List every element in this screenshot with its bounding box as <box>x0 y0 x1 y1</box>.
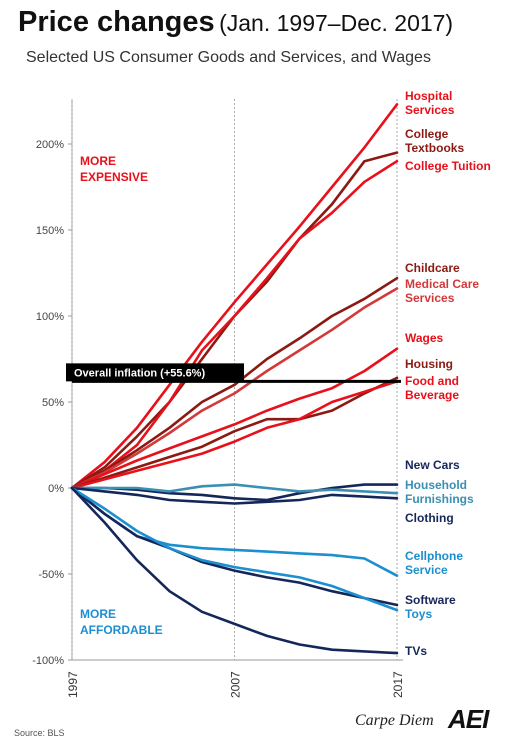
series-end-label: Housing <box>405 357 453 371</box>
aei-logo: AEI <box>448 704 489 734</box>
chart-title-range: (Jan. 1997–Dec. 2017) <box>219 10 454 36</box>
series-end-label: Food and <box>405 374 459 388</box>
series-end-label: Medical Care <box>405 277 479 291</box>
source-note: Source: BLS <box>14 728 65 738</box>
series-end-label: Household <box>405 478 467 492</box>
series-end-label: TVs <box>405 644 427 658</box>
series-line <box>70 276 399 490</box>
series-line <box>70 486 399 505</box>
x-tick-label: 2007 <box>229 671 243 698</box>
line-chart: -100% -50% 0% 50% 100% 150% 200% 1997 2007 2017 Ov… <box>32 89 491 698</box>
series-end-label: New Cars <box>405 458 460 472</box>
series-line <box>70 483 399 495</box>
series-end-label: Childcare <box>405 261 460 275</box>
y-tick-label: -50% <box>38 569 64 581</box>
annotation-label: MORE <box>80 154 116 168</box>
series-line <box>70 486 399 612</box>
series-end-label: Hospital <box>405 89 452 103</box>
annotation-label: MORE <box>80 607 116 621</box>
series-end-label: Software <box>405 593 456 607</box>
y-tick-label: 100% <box>36 311 64 323</box>
x-tick-label: 2017 <box>391 671 405 698</box>
series-line <box>70 287 399 490</box>
series-end-label: Service <box>405 563 448 577</box>
y-tick-label: 200% <box>36 139 64 151</box>
annotation-label: AFFORDABLE <box>80 623 163 637</box>
carpe-diem-credit: Carpe Diem <box>355 712 434 729</box>
inflation-label-box <box>66 363 244 382</box>
series-line <box>70 486 399 607</box>
series-line <box>70 159 399 490</box>
series-end-label: Wages <box>405 331 444 345</box>
annotation-label: EXPENSIVE <box>80 170 148 184</box>
series-line <box>70 380 399 490</box>
chart-title: Price changes (Jan. 1997–Dec. 2017) <box>18 6 453 39</box>
inflation-label: Overall inflation (+55.6%) <box>74 367 205 379</box>
series-end-label: Toys <box>405 607 432 621</box>
series-line <box>70 103 399 490</box>
series-end-label: College Tuition <box>405 159 491 173</box>
chart-subtitle: Selected US Consumer Goods and Services,… <box>26 49 431 66</box>
y-tick-label: 50% <box>42 397 64 409</box>
y-tick-label: 0% <box>48 483 64 495</box>
series-end-label: College <box>405 127 449 141</box>
series-end-label: Services <box>405 291 455 305</box>
series-end-label: Beverage <box>405 388 459 402</box>
series-end-label: Cellphone <box>405 549 463 563</box>
series-line <box>70 376 399 490</box>
y-tick-label: -100% <box>32 655 64 667</box>
x-tick-label: 1997 <box>66 671 80 698</box>
series-end-label: Services <box>405 103 455 117</box>
y-tick-label: 150% <box>36 225 64 237</box>
chart-title-main: Price changes <box>18 6 215 38</box>
series-end-label: Furnishings <box>405 492 474 506</box>
series-line <box>70 486 399 655</box>
series-end-label: Clothing <box>405 511 454 525</box>
series-end-label: Textbooks <box>405 141 464 155</box>
